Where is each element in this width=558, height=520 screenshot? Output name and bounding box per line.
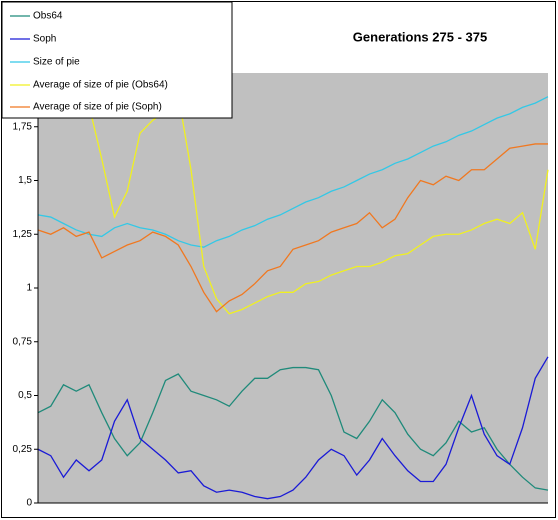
- y-tick-label: 0,75: [13, 336, 33, 347]
- chart-title: Generations 275 - 375: [353, 29, 487, 44]
- y-tick-label: 1,25: [13, 229, 33, 240]
- y-tick-label: 0: [26, 498, 32, 509]
- series-line: [37, 143, 548, 313]
- series-line: [37, 96, 549, 248]
- y-tick-label: 0,5: [18, 390, 32, 401]
- series-line: [37, 366, 549, 491]
- series-line: [37, 76, 549, 315]
- legend-label: Soph: [33, 34, 56, 45]
- y-tick-label: 1,5: [18, 175, 32, 186]
- plot-area: [38, 73, 548, 503]
- legend-label: Size of pie: [33, 57, 80, 68]
- legend-label: Average of size of pie (Obs64): [33, 80, 168, 91]
- series-line: [37, 356, 549, 500]
- legend-label: Average of size of pie (Soph): [33, 102, 162, 113]
- legend-label: Obs64: [33, 11, 63, 22]
- legend-box: [1, 1, 233, 119]
- y-tick-label: 1,75: [13, 121, 33, 132]
- y-tick-label: 1: [26, 283, 32, 294]
- y-tick-label: 0,25: [13, 444, 33, 455]
- lines: [37, 76, 549, 500]
- legend: Obs64 Soph Size of pie Average of size of p…: [1, 1, 233, 119]
